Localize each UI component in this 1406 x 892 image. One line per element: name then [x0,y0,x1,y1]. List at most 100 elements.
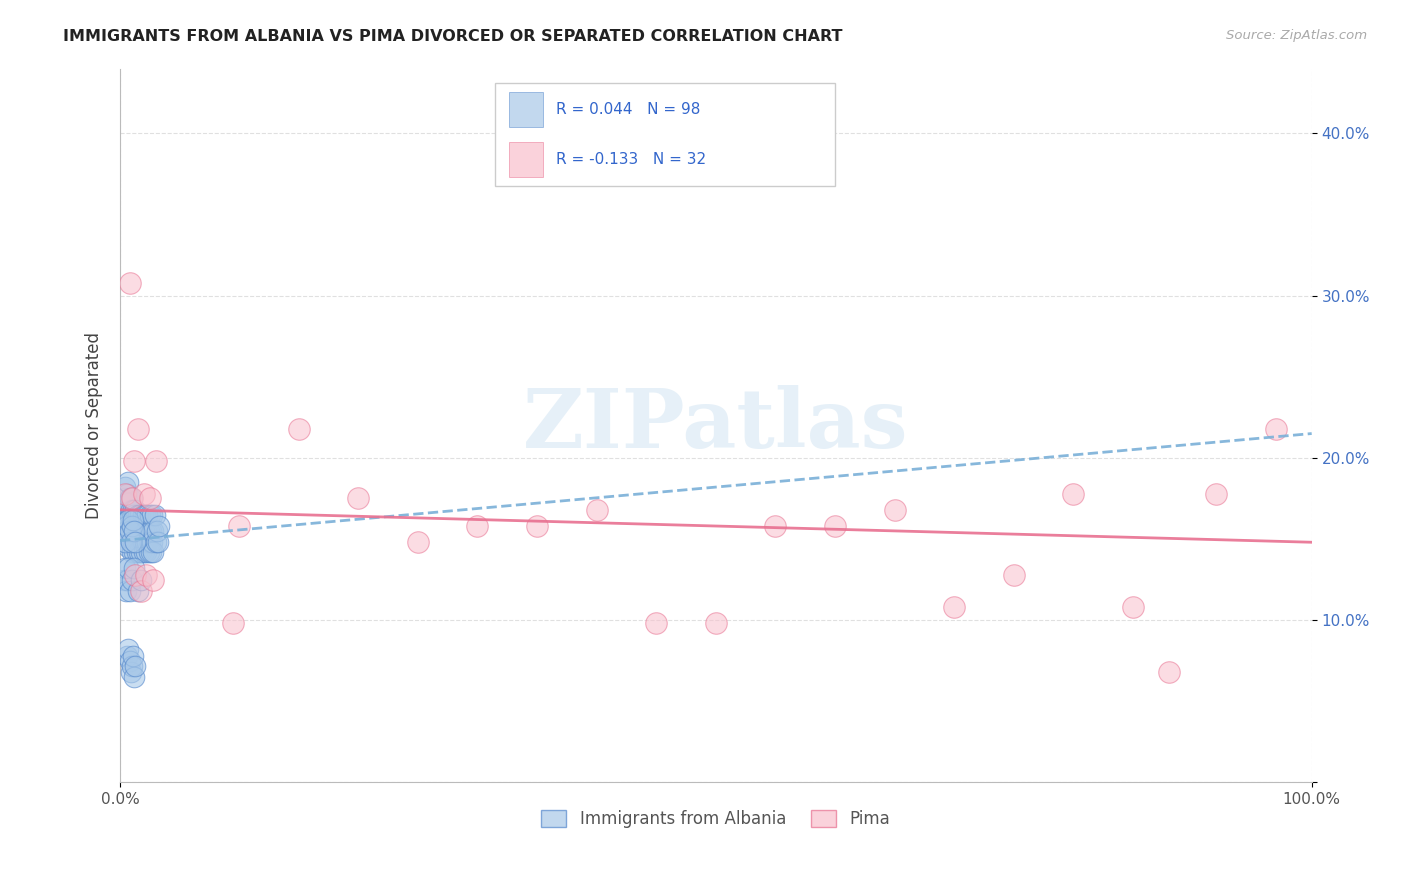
Point [115,524,138,538]
Point [127,519,149,533]
Point [117,561,139,575]
Point [118,654,141,668]
Point [121,573,143,587]
Point [141,508,163,522]
Point [127,422,149,436]
Point [124,658,146,673]
Point [121,545,143,559]
Point [347,491,370,506]
Point [645,616,668,631]
Point [124,567,146,582]
Point [148,519,170,533]
Point [114,561,136,575]
Point [125,545,148,559]
Point [1062,486,1084,500]
Point [131,545,153,559]
Point [138,524,160,538]
Point [135,524,157,538]
Point [122,524,145,538]
Point [228,519,250,533]
Point [129,519,152,533]
Point [117,642,139,657]
Point [128,524,150,538]
Point [120,503,142,517]
Point [765,519,787,533]
Point [134,508,156,522]
Point [467,519,489,533]
Point [115,508,138,522]
Point [124,535,146,549]
Point [135,545,157,559]
Point [121,524,143,538]
Point [115,519,138,533]
Point [139,491,162,506]
Point [122,508,145,522]
Point [112,491,135,506]
Point [136,535,159,549]
Point [222,616,245,631]
Point [118,276,141,290]
Point [1157,665,1180,679]
Point [122,648,145,663]
Point [114,535,136,549]
Legend: Immigrants from Albania, Pima: Immigrants from Albania, Pima [534,803,897,835]
Point [287,422,309,436]
Point [139,508,162,522]
Point [139,545,162,559]
Point [122,519,145,533]
Point [141,535,163,549]
Point [131,583,153,598]
Point [120,535,142,549]
Point [115,648,138,663]
Point [118,491,141,506]
Point [112,573,135,587]
Point [122,561,145,575]
Point [139,524,162,538]
Point [120,665,142,679]
Y-axis label: Divorced or Separated: Divorced or Separated [86,332,103,519]
Point [132,545,155,559]
Point [585,503,607,517]
Point [131,535,153,549]
Text: ZIPatlas: ZIPatlas [523,385,908,466]
Point [121,658,143,673]
Point [131,573,153,587]
Point [127,508,149,522]
Point [124,519,146,533]
Point [118,524,141,538]
Point [406,535,429,549]
Point [121,491,143,506]
Point [128,545,150,559]
Point [1205,486,1227,500]
Point [146,535,169,549]
Point [121,519,143,533]
Point [142,545,165,559]
Point [117,475,139,490]
Point [124,503,146,517]
Point [111,524,134,538]
Point [117,540,139,554]
Point [134,535,156,549]
Point [115,583,138,598]
Point [136,508,159,522]
Point [122,535,145,549]
Point [114,503,136,517]
Point [1002,567,1025,582]
Point [118,508,141,522]
Point [526,519,548,533]
Point [120,535,142,549]
Point [112,512,135,526]
Point [139,535,162,549]
Point [142,524,165,538]
Point [129,508,152,522]
Point [115,496,138,510]
Text: IMMIGRANTS FROM ALBANIA VS PIMA DIVORCED OR SEPARATED CORRELATION CHART: IMMIGRANTS FROM ALBANIA VS PIMA DIVORCED… [63,29,842,44]
Point [132,524,155,538]
Point [1264,422,1286,436]
Point [120,519,142,533]
Point [704,616,727,631]
Point [115,519,138,533]
Point [115,529,138,543]
Point [115,486,138,500]
Point [131,508,153,522]
